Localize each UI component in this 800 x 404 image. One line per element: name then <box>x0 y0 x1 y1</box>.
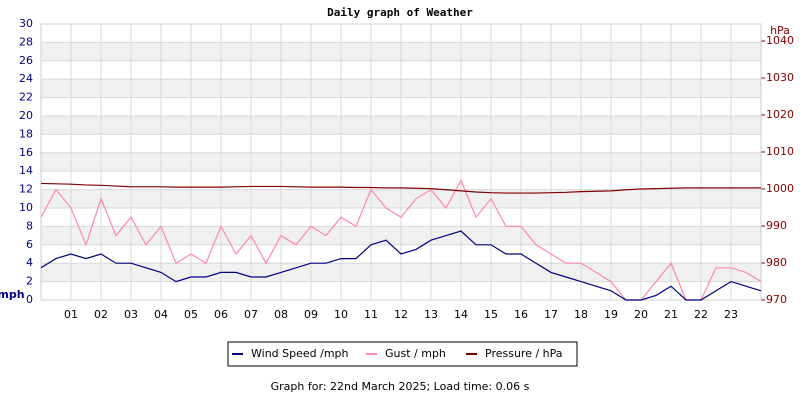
legend-box <box>227 341 578 367</box>
y-axis-label: mph <box>0 288 25 301</box>
x-tick-label: 18 <box>574 308 588 321</box>
x-tick-label: 01 <box>64 308 78 321</box>
x-tick-label: 05 <box>184 308 198 321</box>
y2-axis-label: hPa <box>770 24 790 37</box>
y-tick-label: 28 <box>19 35 33 48</box>
x-tick-label: 04 <box>154 308 168 321</box>
x-tick-label: 22 <box>694 308 708 321</box>
chart-title: Daily graph of Weather <box>327 6 473 19</box>
x-tick-label: 03 <box>124 308 138 321</box>
y-tick-label: 20 <box>19 109 33 122</box>
x-tick-label: 02 <box>94 308 108 321</box>
y-tick-label: 14 <box>19 164 33 177</box>
x-tick-label: 19 <box>604 308 618 321</box>
footer: Graph for: 22nd March 2025; Load time: 0… <box>271 380 530 393</box>
x-tick-label: 20 <box>634 308 648 321</box>
x-tick-label: 10 <box>334 308 348 321</box>
y-tick-label: 6 <box>26 238 33 251</box>
legend-label: Pressure / hPa <box>485 347 563 360</box>
x-tick-label: 14 <box>454 308 468 321</box>
x-tick-label: 11 <box>364 308 378 321</box>
x-tick-label: 13 <box>424 308 438 321</box>
y-tick-label: 12 <box>19 183 33 196</box>
series-line <box>40 182 761 194</box>
y2-tick-label: 1040 <box>766 34 794 47</box>
y2-tick-label: 980 <box>766 256 787 269</box>
y2-tick-label: 970 <box>766 293 787 306</box>
y2-tick-label: 1030 <box>766 71 794 84</box>
x-tick-label: 15 <box>484 308 498 321</box>
x-tick-label: 16 <box>514 308 528 321</box>
y2-tick-label: 1010 <box>766 145 794 158</box>
legend-label: Gust / mph <box>385 347 446 360</box>
y-tick-label: 16 <box>19 146 33 159</box>
x-tick-label: 07 <box>244 308 258 321</box>
y-tick-label: 2 <box>26 275 33 288</box>
x-tick-label: 09 <box>304 308 318 321</box>
y-tick-label: 30 <box>19 17 33 30</box>
y-tick-label: 8 <box>26 219 33 232</box>
y2-tick-label: 990 <box>766 219 787 232</box>
y-tick-label: 22 <box>19 91 33 104</box>
y2-tick-label: 1020 <box>766 108 794 121</box>
plot-frame <box>40 23 762 301</box>
y-tick-label: 4 <box>26 256 33 269</box>
x-tick-label: 12 <box>394 308 408 321</box>
x-tick-label: 06 <box>214 308 228 321</box>
y-tick-label: 18 <box>19 127 33 140</box>
x-tick-label: 08 <box>274 308 288 321</box>
y-tick-label: 24 <box>19 72 33 85</box>
y-tick-label: 26 <box>19 54 33 67</box>
x-tick-label: 23 <box>724 308 738 321</box>
x-tick-label: 17 <box>544 308 558 321</box>
series-line <box>40 230 762 301</box>
legend-label: Wind Speed /mph <box>251 347 349 360</box>
x-tick-label: 21 <box>664 308 678 321</box>
y2-tick-label: 1000 <box>766 182 794 195</box>
y-tick-label: 10 <box>19 201 33 214</box>
y-tick-label: 0 <box>26 293 33 306</box>
